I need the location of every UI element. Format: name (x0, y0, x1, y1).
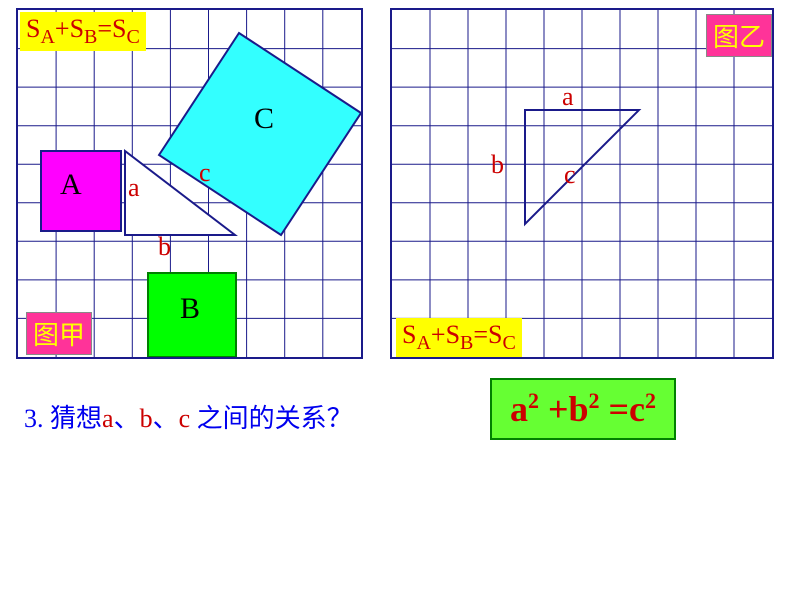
q-pre: 猜想 (50, 404, 102, 433)
q-post: 之间的关系？ (197, 404, 353, 433)
side-a-left: a (128, 173, 140, 203)
right-grid-svg (392, 10, 772, 357)
label-a-square: A (60, 168, 82, 202)
question-text: 3. 猜想a、b、c 之间的关系？ (24, 398, 353, 435)
side-a-right: a (562, 82, 574, 112)
label-c-square: C (254, 102, 274, 136)
eq-label-right: SA+SB=SC (396, 318, 522, 357)
side-c-left: c (199, 158, 211, 188)
grid-lines-right (392, 10, 772, 357)
q-p2: 、 (153, 404, 179, 433)
q-a: a (102, 404, 114, 433)
caption-left: 图甲 (26, 312, 92, 355)
q-p1: 、 (114, 404, 140, 433)
right-grid-panel (390, 8, 774, 359)
label-b-square: B (180, 292, 200, 326)
side-b-left: b (158, 232, 171, 262)
eq-label-left: SA+SB=SC (20, 12, 146, 51)
eq-text-right: SA+SB=SC (402, 320, 516, 349)
answer-text: a2 +b2 =c2 (510, 389, 656, 429)
answer-box: a2 +b2 =c2 (490, 378, 676, 440)
eq-text: SA+SB=SC (26, 14, 140, 43)
q-num: 3. (24, 404, 44, 433)
side-c-right: c (564, 160, 576, 190)
q-b: b (140, 404, 153, 433)
q-c: c (179, 404, 191, 433)
caption-right: 图乙 (706, 14, 772, 57)
side-b-right: b (491, 150, 504, 180)
